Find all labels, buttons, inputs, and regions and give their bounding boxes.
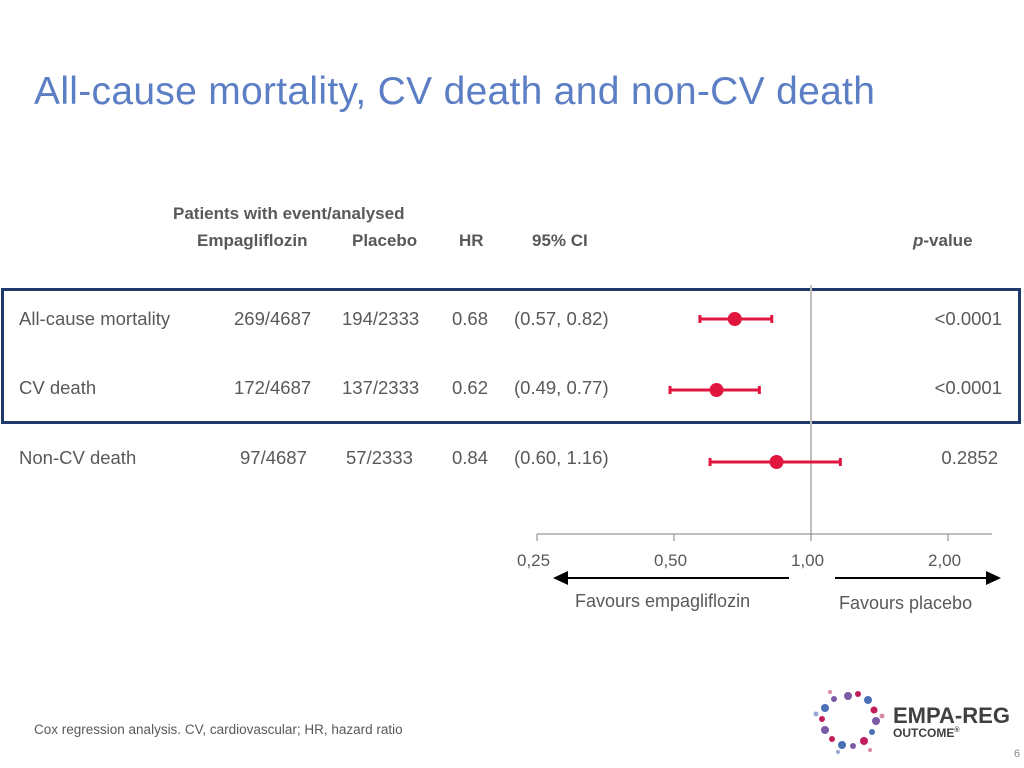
favours-right-arrowhead: [986, 571, 1001, 585]
forest-row-1: [668, 383, 761, 397]
logo-registered-mark: ®: [954, 727, 960, 734]
header-p-value: p-value: [913, 231, 973, 251]
row-p-all-cause: <0.0001: [934, 308, 1002, 329]
row-hr-all-cause: 0.68: [452, 308, 489, 329]
header-hr: HR: [459, 231, 484, 250]
tick-label-0-50: 0,50: [654, 551, 688, 570]
header-placebo: Placebo: [352, 231, 418, 250]
row-label-non-cv-death: Non-CV death: [19, 447, 137, 468]
logo-text-secondary: OUTCOME®: [893, 726, 960, 740]
row-label-all-cause: All-cause mortality: [19, 308, 171, 329]
tick-label-2-00: 2,00: [928, 551, 962, 570]
row-ci-all-cause: (0.57, 0.82): [514, 308, 609, 329]
forest-marks: [668, 285, 842, 534]
page-title: All-cause mortality, CV death and non-CV…: [34, 70, 876, 113]
header-ci: 95% CI: [532, 231, 588, 250]
header-empagliflozin: Empagliflozin: [197, 231, 308, 250]
favours-placebo-label: Favours placebo: [839, 593, 973, 613]
row-hr-cv-death: 0.62: [452, 377, 489, 398]
hr-point-2: [769, 455, 784, 469]
header-p-suffix: -value: [923, 231, 973, 250]
footnote: Cox regression analysis. CV, cardiovascu…: [34, 722, 403, 737]
page-number: 6: [1014, 748, 1021, 760]
header-group: Patients with event/analysed: [173, 204, 405, 223]
hr-point-1: [709, 383, 724, 397]
row-placebo-non-cv-death: 57/2333: [346, 447, 413, 468]
logo-ring-icon: [813, 690, 885, 754]
favours-left-arrowhead: [553, 571, 568, 585]
tick-label-1-00: 1,00: [791, 551, 825, 570]
row-ci-non-cv-death: (0.60, 1.16): [514, 447, 609, 468]
row-hr-non-cv-death: 0.84: [452, 447, 489, 468]
forest-row-0: [698, 312, 774, 326]
forest-row-2: [708, 455, 842, 469]
highlight-box: [1, 288, 1021, 424]
row-empa-non-cv-death: 97/4687: [240, 447, 307, 468]
favours-empagliflozin-label: Favours empagliflozin: [575, 591, 751, 611]
row-ci-cv-death: (0.49, 0.77): [514, 377, 609, 398]
row-empa-cv-death: 172/4687: [234, 377, 312, 398]
x-axis-ticks: [536, 534, 949, 541]
row-p-non-cv-death: 0.2852: [941, 447, 998, 468]
empa-reg-logo: [813, 690, 885, 754]
row-placebo-cv-death: 137/2333: [342, 377, 420, 398]
row-empa-all-cause: 269/4687: [234, 308, 312, 329]
row-p-cv-death: <0.0001: [934, 377, 1002, 398]
hr-point-0: [727, 312, 742, 326]
header-p-prefix: p: [913, 231, 924, 250]
tick-label-0-25: 0,25: [517, 551, 551, 570]
row-label-cv-death: CV death: [19, 377, 97, 398]
logo-text-outcome: OUTCOME: [893, 726, 955, 740]
logo-text-primary: EMPA-REG: [893, 703, 1010, 728]
row-placebo-all-cause: 194/2333: [342, 308, 420, 329]
